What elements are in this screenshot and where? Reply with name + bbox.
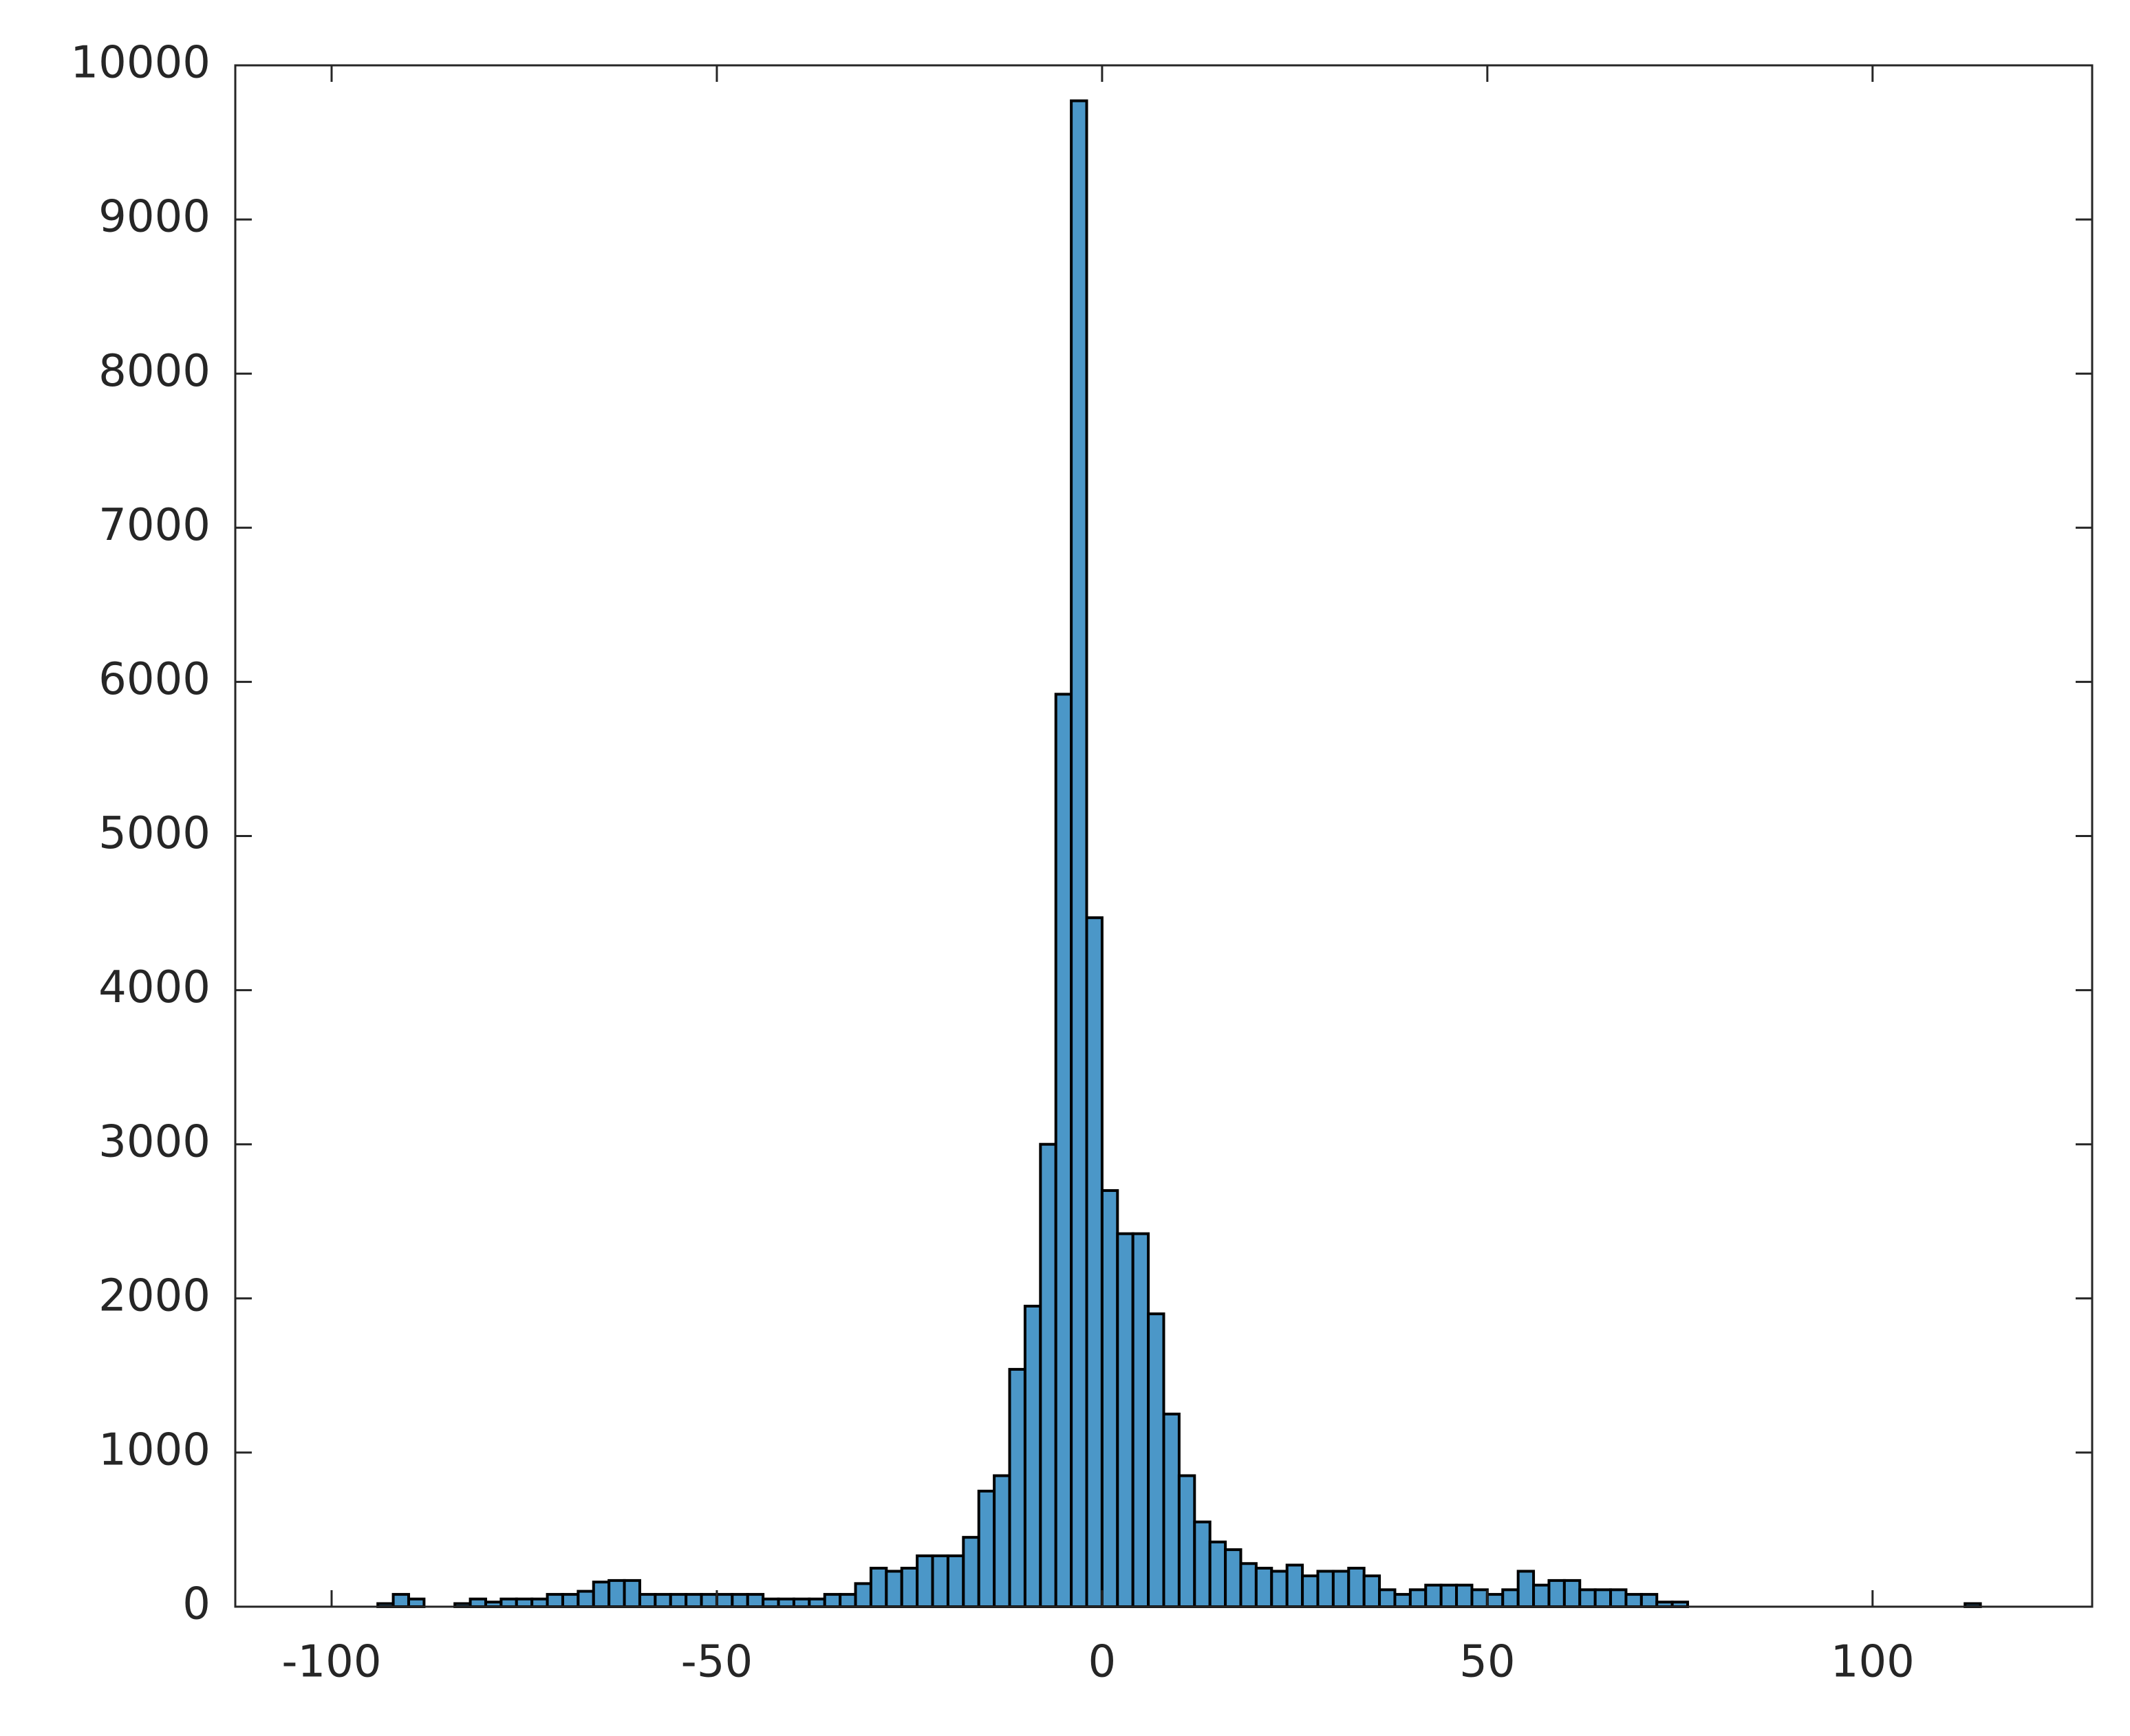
bar — [1301, 1574, 1320, 1608]
x-tick-label: 50 — [1459, 1637, 1515, 1688]
bar — [777, 1597, 795, 1608]
bar — [1239, 1562, 1258, 1608]
bar — [869, 1566, 888, 1609]
bar — [839, 1593, 857, 1609]
bar — [1039, 1142, 1057, 1608]
bar — [577, 1589, 595, 1609]
y-tick-label: 3000 — [98, 1116, 211, 1167]
bar — [1639, 1593, 1659, 1609]
bar — [1285, 1563, 1304, 1608]
bar — [1270, 1570, 1289, 1609]
bar — [1316, 1570, 1335, 1609]
bar — [1193, 1520, 1212, 1609]
bar — [1624, 1593, 1643, 1609]
bar — [1131, 1232, 1150, 1608]
bar — [715, 1593, 734, 1609]
bar — [854, 1582, 872, 1609]
bar — [1347, 1566, 1366, 1609]
bar — [607, 1578, 626, 1609]
bar — [1362, 1574, 1381, 1608]
y-tick-label: 10000 — [70, 38, 211, 89]
bar — [1023, 1305, 1042, 1608]
bar — [700, 1593, 718, 1609]
bar — [1516, 1570, 1536, 1609]
bar — [1455, 1583, 1474, 1608]
bar — [885, 1570, 903, 1609]
bar — [1116, 1232, 1134, 1608]
x-tick-label: 0 — [1088, 1637, 1117, 1688]
bar — [1331, 1570, 1351, 1609]
bar — [962, 1536, 980, 1609]
bar — [1085, 916, 1104, 1608]
y-tick-label: 9000 — [98, 192, 211, 243]
bar — [1424, 1583, 1443, 1608]
x-tick-label: -100 — [281, 1637, 381, 1688]
y-tick-label: 8000 — [98, 346, 211, 397]
bar — [499, 1597, 518, 1608]
bar — [1054, 693, 1073, 1608]
y-tick-label: 7000 — [98, 500, 211, 551]
bar — [1393, 1593, 1412, 1609]
bar — [469, 1597, 487, 1608]
bar — [1100, 1189, 1119, 1609]
y-tick-label: 2000 — [98, 1270, 211, 1321]
y-tick-label: 4000 — [98, 962, 211, 1013]
bar — [1147, 1312, 1165, 1608]
bar — [654, 1593, 672, 1609]
bar — [1578, 1588, 1597, 1609]
bar — [900, 1566, 919, 1609]
bar — [1470, 1588, 1489, 1609]
bar — [515, 1597, 534, 1608]
bar — [993, 1474, 1011, 1608]
bar — [1177, 1474, 1196, 1608]
bar — [530, 1597, 549, 1608]
bar — [792, 1597, 811, 1608]
bar — [946, 1554, 965, 1609]
bar — [561, 1593, 580, 1609]
bar — [731, 1593, 749, 1609]
bar — [1485, 1593, 1505, 1609]
bar — [1070, 99, 1088, 1609]
bar — [1532, 1583, 1551, 1608]
bar — [669, 1593, 688, 1609]
y-tick-label: 6000 — [98, 654, 211, 705]
bar — [623, 1578, 641, 1609]
bar — [1378, 1588, 1397, 1609]
bar — [592, 1581, 611, 1609]
bar — [685, 1593, 703, 1609]
bar — [916, 1554, 934, 1609]
bar — [1439, 1583, 1459, 1608]
bar — [1609, 1588, 1628, 1609]
bar — [1254, 1566, 1273, 1609]
y-tick-label: 1000 — [98, 1424, 211, 1475]
bar — [746, 1593, 765, 1609]
x-tick-label: 100 — [1831, 1637, 1915, 1688]
bar — [762, 1597, 780, 1608]
bar — [1593, 1588, 1613, 1609]
bar — [808, 1597, 826, 1608]
bar — [407, 1597, 426, 1608]
bar — [977, 1489, 996, 1609]
bar — [1162, 1412, 1181, 1608]
x-tick-label: -50 — [681, 1637, 753, 1688]
bar — [931, 1554, 949, 1609]
bar — [638, 1593, 657, 1609]
bar — [1224, 1548, 1242, 1609]
y-tick-label: 0 — [182, 1579, 211, 1630]
bar — [1008, 1367, 1026, 1608]
y-tick-label: 5000 — [98, 808, 211, 859]
bar — [1408, 1588, 1428, 1609]
bar — [546, 1593, 564, 1609]
bar — [1501, 1588, 1520, 1609]
bar — [391, 1593, 410, 1609]
bar — [823, 1593, 842, 1609]
bar — [1562, 1578, 1582, 1609]
bar — [1208, 1540, 1227, 1608]
bar — [1547, 1578, 1566, 1609]
